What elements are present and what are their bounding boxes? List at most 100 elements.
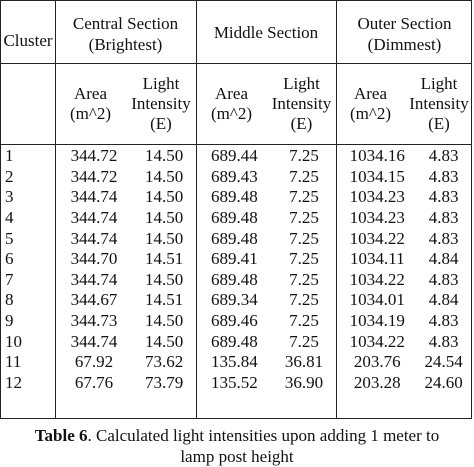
cluster-cell: 9: [5, 311, 14, 331]
value-cell: 7.25: [289, 249, 319, 269]
caption-line-2: lamp post height: [180, 447, 294, 466]
table-row: 5 344.74 14.50 689.48 7.25 1034.22 4.83: [1, 228, 471, 249]
value-cell: 1034.01: [349, 290, 405, 310]
outer-section-header: Outer Section (Dimmest): [336, 13, 473, 55]
value-cell: 7.25: [289, 146, 319, 166]
header-divider: [1, 63, 471, 64]
value-cell: 24.54: [424, 352, 463, 372]
cluster-cell: 11: [5, 352, 22, 372]
cluster-cell: 7: [5, 269, 14, 289]
cluster-cell: 4: [5, 208, 14, 228]
table-row: 10 344.74 14.50 689.48 7.25 1034.22 4.83: [1, 331, 471, 352]
value-cell: 689.43: [210, 166, 258, 186]
cluster-cell: 10: [5, 331, 22, 351]
value-cell: 7.25: [289, 187, 319, 207]
subheader-line: Intensity: [409, 94, 469, 113]
table-caption: Table 6. Calculated light intensities up…: [0, 425, 474, 467]
subheader-line: Area: [214, 84, 249, 103]
caption-line: Table 6. Calculated light intensities up…: [0, 425, 474, 446]
value-cell: 7.25: [289, 331, 319, 351]
data-table: Cluster Central Section (Brightest) Midd…: [0, 0, 472, 419]
table-row: 2 344.72 14.50 689.43 7.25 1034.15 4.83: [1, 167, 471, 188]
value-cell: 4.83: [428, 311, 459, 331]
value-cell: 4.83: [428, 146, 459, 166]
cluster-cell: 2: [5, 166, 14, 186]
column-divider: [55, 1, 56, 418]
header-line: (Brightest): [88, 35, 163, 54]
cluster-cell: 8: [5, 290, 14, 310]
value-cell: 7.25: [289, 166, 319, 186]
value-cell: 344.74: [70, 228, 118, 248]
value-cell: 4.83: [428, 187, 459, 207]
area-subheader: Area (m^2): [196, 84, 267, 124]
subheader-line: Light: [283, 74, 320, 93]
area-subheader: Area (m^2): [336, 84, 405, 124]
value-cell: 135.84: [210, 352, 258, 372]
subheader-line: Area: [73, 84, 108, 103]
value-cell: 14.51: [145, 249, 184, 269]
value-cell: 14.51: [145, 290, 184, 310]
value-cell: 7.25: [289, 208, 319, 228]
value-cell: 4.83: [428, 228, 459, 248]
value-cell: 344.72: [70, 146, 118, 166]
header-line: (Dimmest): [367, 35, 442, 54]
value-cell: 203.76: [353, 352, 401, 372]
area-subheader: Area (m^2): [55, 84, 126, 124]
value-cell: 4.84: [428, 249, 459, 269]
value-cell: 1034.15: [349, 166, 405, 186]
cluster-cell: 6: [5, 249, 14, 269]
value-cell: 1034.22: [349, 228, 405, 248]
table-body: 1 344.72 14.50 689.44 7.25 1034.16 4.83 2 344.72…: [1, 146, 471, 393]
subheader-line: (E): [290, 114, 313, 133]
value-cell: 1034.22: [349, 269, 405, 289]
value-cell: 73.62: [145, 352, 184, 372]
caption-label: Table 6: [34, 426, 88, 445]
value-cell: 14.50: [145, 187, 184, 207]
subheader-line: Light: [420, 74, 458, 93]
value-cell: 689.34: [210, 290, 258, 310]
subheader-line: Intensity: [271, 94, 332, 113]
header-line: Outer Section: [357, 14, 452, 33]
value-cell: 36.90: [284, 372, 324, 392]
cluster-cell: 3: [5, 187, 14, 207]
value-cell: 73.79: [145, 372, 184, 392]
value-cell: 4.84: [428, 290, 459, 310]
intensity-subheader: Light Intensity (E): [267, 74, 336, 134]
value-cell: 1034.16: [349, 146, 405, 166]
middle-section-header: Middle Section: [213, 23, 319, 42]
value-cell: 135.52: [210, 372, 258, 392]
value-cell: 344.70: [70, 249, 118, 269]
cluster-cell: 12: [5, 372, 22, 392]
value-cell: 344.67: [70, 290, 118, 310]
value-cell: 67.76: [74, 372, 114, 392]
value-cell: 1034.23: [349, 187, 405, 207]
column-divider: [196, 1, 197, 418]
value-cell: 689.41: [210, 249, 258, 269]
table-row: 4 344.74 14.50 689.48 7.25 1034.23 4.83: [1, 208, 471, 229]
table-row: 8 344.67 14.51 689.34 7.25 1034.01 4.84: [1, 290, 471, 311]
table-row: 12 67.76 73.79 135.52 36.90 203.28 24.60: [1, 373, 471, 394]
value-cell: 203.28: [353, 372, 401, 392]
value-cell: 67.92: [74, 352, 114, 372]
value-cell: 689.48: [210, 208, 258, 228]
table-row: 9 344.73 14.50 689.46 7.25 1034.19 4.83: [1, 311, 471, 332]
value-cell: 14.50: [145, 208, 184, 228]
value-cell: 344.73: [70, 311, 118, 331]
value-cell: 344.74: [70, 331, 118, 351]
value-cell: 4.83: [428, 166, 459, 186]
value-cell: 1034.23: [349, 208, 405, 228]
caption-text: . Calculated light intensities upon addi…: [87, 426, 440, 445]
subheader-line: Intensity: [131, 94, 191, 113]
value-cell: 689.46: [210, 311, 258, 331]
header-divider: [1, 144, 471, 145]
value-cell: 1034.22: [349, 331, 405, 351]
value-cell: 7.25: [289, 311, 319, 331]
value-cell: 14.50: [145, 269, 184, 289]
value-cell: 7.25: [289, 290, 319, 310]
column-divider: [336, 1, 337, 418]
value-cell: 14.50: [145, 228, 184, 248]
value-cell: 689.48: [210, 331, 258, 351]
intensity-subheader: Light Intensity (E): [405, 74, 473, 134]
value-cell: 689.44: [210, 146, 258, 166]
header-line: Central Section: [72, 14, 179, 33]
